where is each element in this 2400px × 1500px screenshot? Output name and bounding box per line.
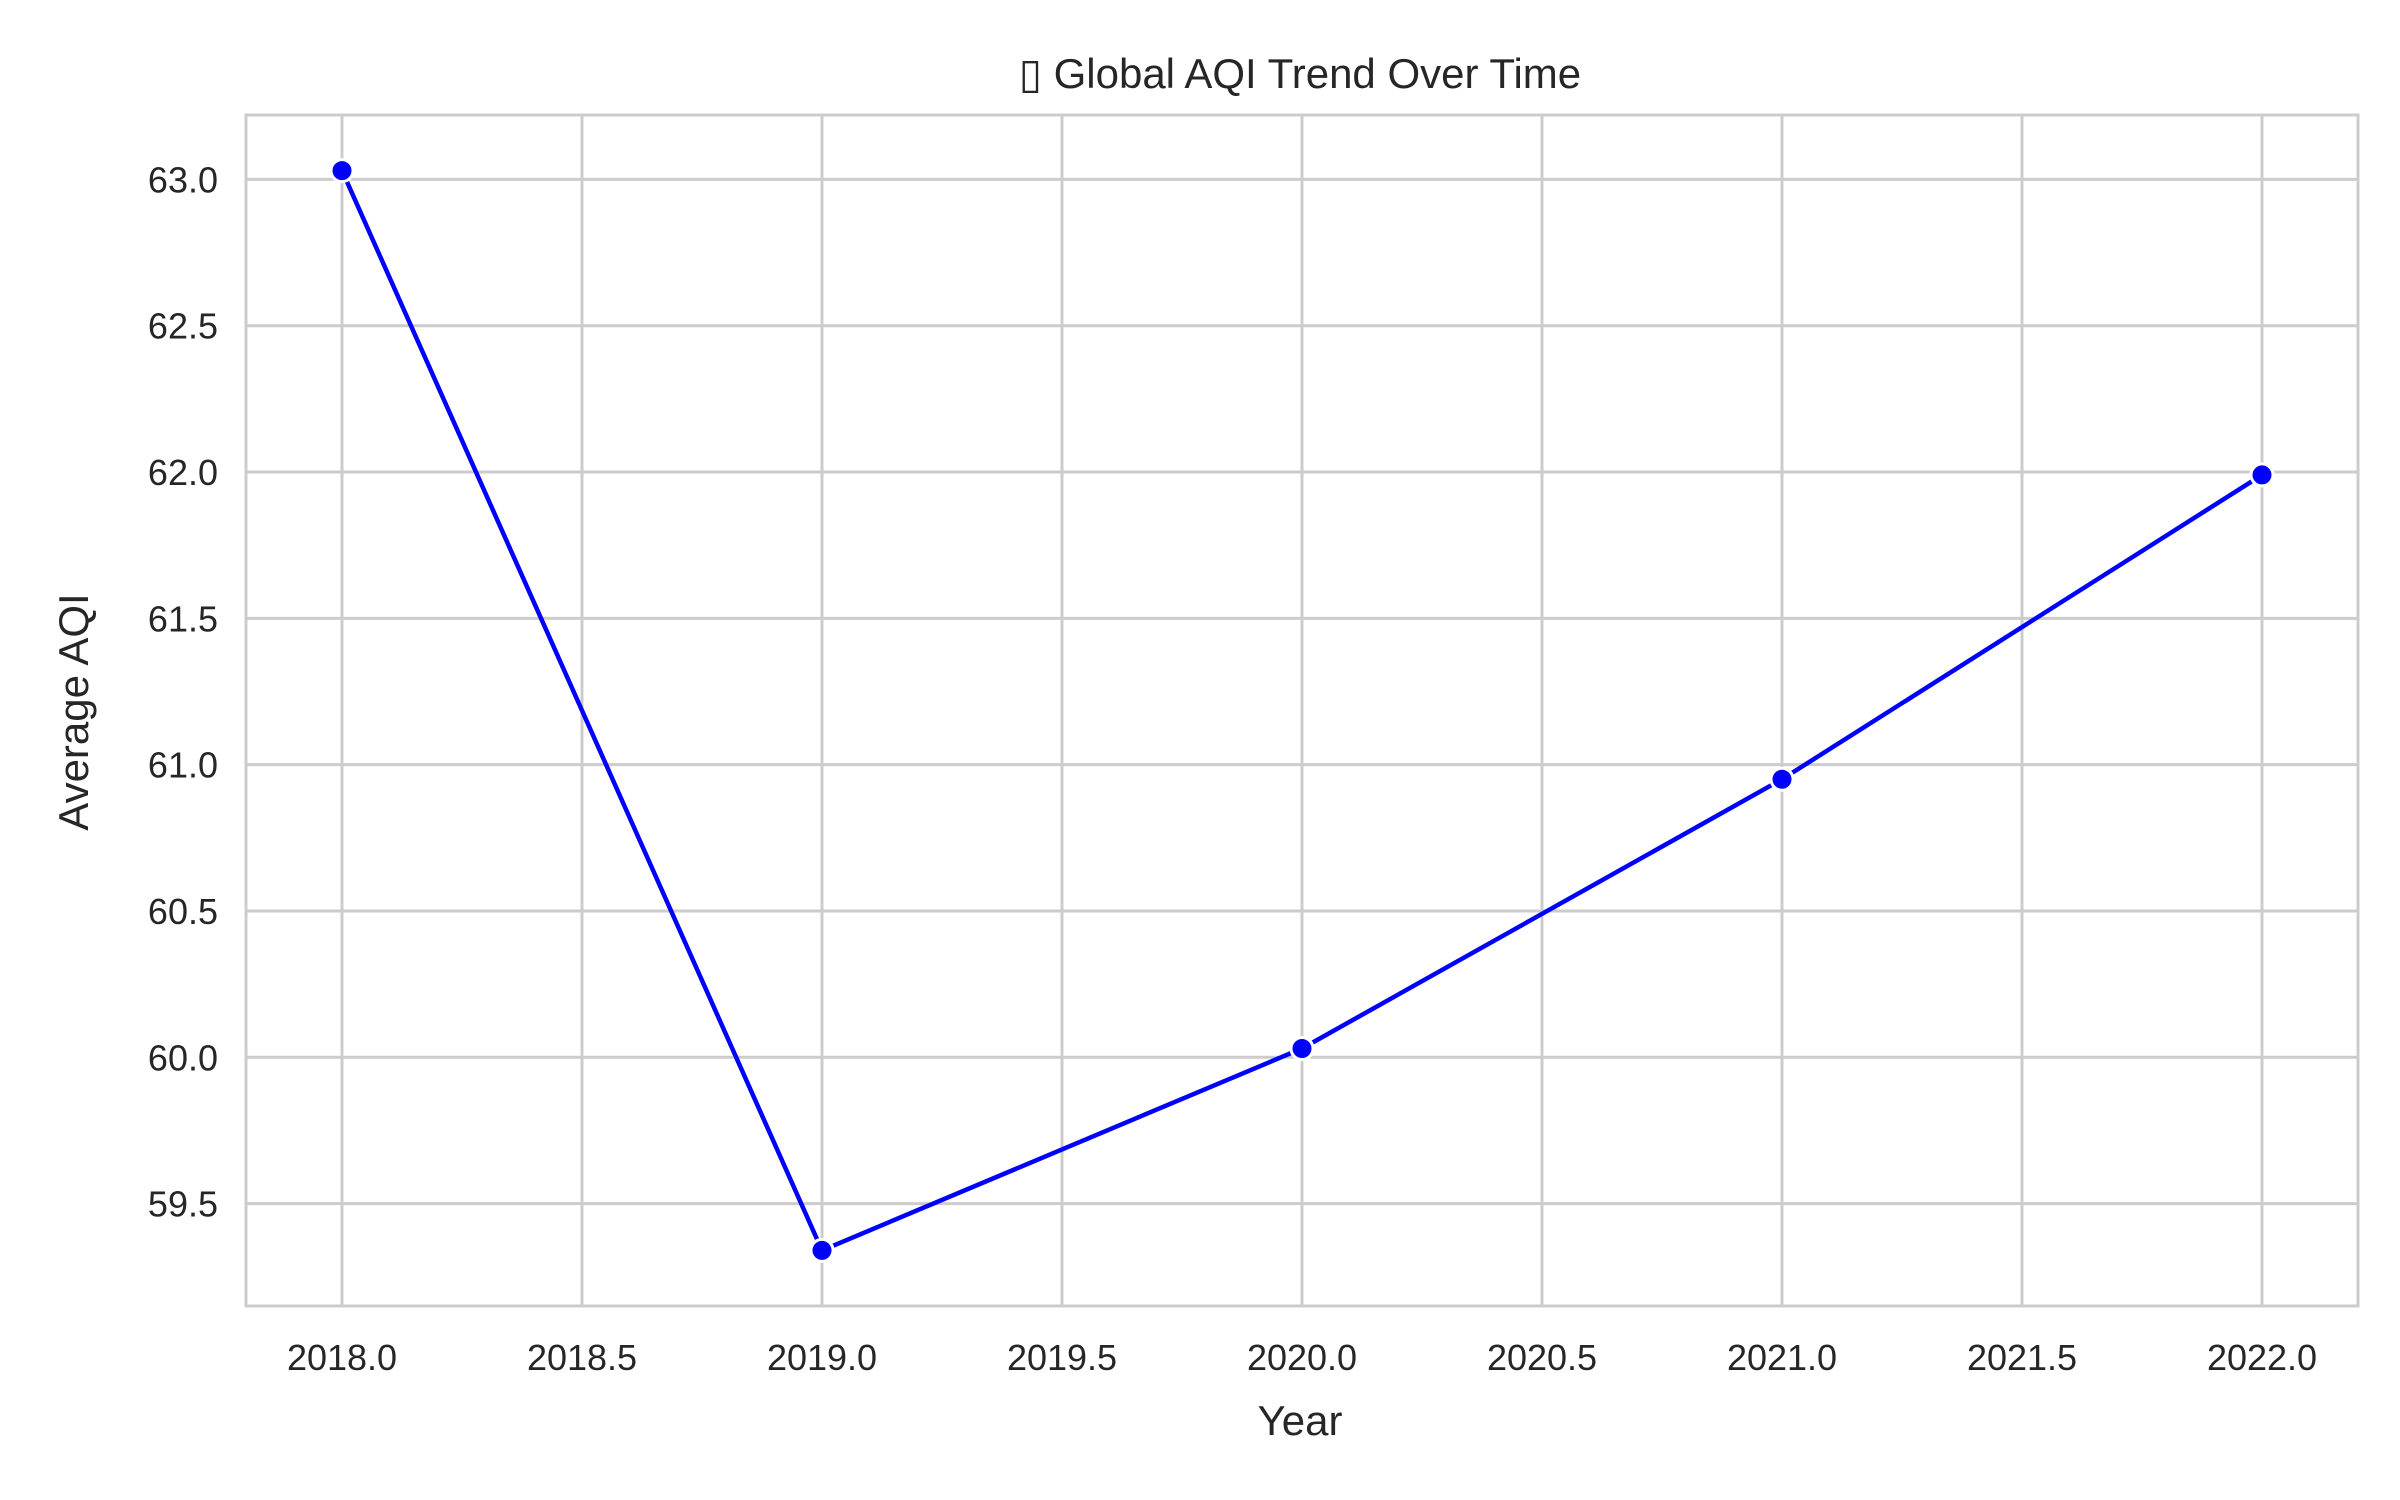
y-tick-label: 62.5 — [148, 306, 218, 347]
y-tick-label: 61.5 — [148, 598, 218, 639]
data-point — [809, 1237, 835, 1263]
x-tick-label: 2021.5 — [1967, 1337, 2077, 1378]
chart-title: ▯ Global AQI Trend Over Time — [1019, 50, 1581, 97]
x-tick-label: 2019.0 — [767, 1337, 877, 1378]
data-point — [1289, 1035, 1315, 1061]
y-tick-label: 60.0 — [148, 1037, 218, 1078]
data-point — [2249, 462, 2275, 488]
y-tick-labels: 59.5 60.0 60.5 61.0 61.5 62.0 62.5 63.0 — [148, 159, 218, 1224]
data-point — [1769, 766, 1795, 792]
x-tick-label: 2020.5 — [1487, 1337, 1597, 1378]
x-tick-label: 2021.0 — [1727, 1337, 1837, 1378]
y-axis-label: Average AQI — [50, 593, 97, 830]
y-tick-label: 60.5 — [148, 891, 218, 932]
y-tick-label: 59.5 — [148, 1184, 218, 1225]
x-tick-label: 2018.0 — [287, 1337, 397, 1378]
data-point — [329, 158, 355, 184]
x-tick-label: 2019.5 — [1007, 1337, 1117, 1378]
x-axis-label: Year — [1258, 1397, 1343, 1444]
y-tick-label: 61.0 — [148, 745, 218, 786]
grid — [246, 115, 2358, 1306]
x-tick-label: 2022.0 — [2207, 1337, 2317, 1378]
plot-frame — [244, 113, 2360, 1308]
y-tick-label: 63.0 — [148, 159, 218, 200]
series-layer — [329, 158, 2275, 1263]
x-tick-labels: 2018.0 2018.5 2019.0 2019.5 2020.0 2020.5 2021… — [287, 1337, 2317, 1378]
y-tick-label: 62.0 — [148, 452, 218, 493]
x-tick-label: 2020.0 — [1247, 1337, 1357, 1378]
x-tick-label: 2018.5 — [527, 1337, 637, 1378]
